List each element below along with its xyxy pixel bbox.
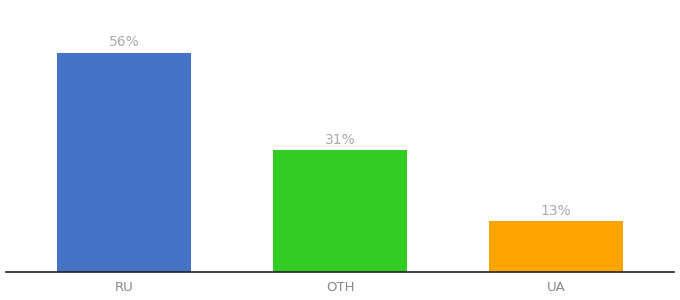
Text: 56%: 56% — [109, 35, 139, 50]
Text: 31%: 31% — [324, 133, 356, 147]
Bar — [489, 221, 623, 272]
Bar — [57, 52, 191, 272]
Bar — [273, 150, 407, 272]
Text: 13%: 13% — [541, 204, 571, 218]
